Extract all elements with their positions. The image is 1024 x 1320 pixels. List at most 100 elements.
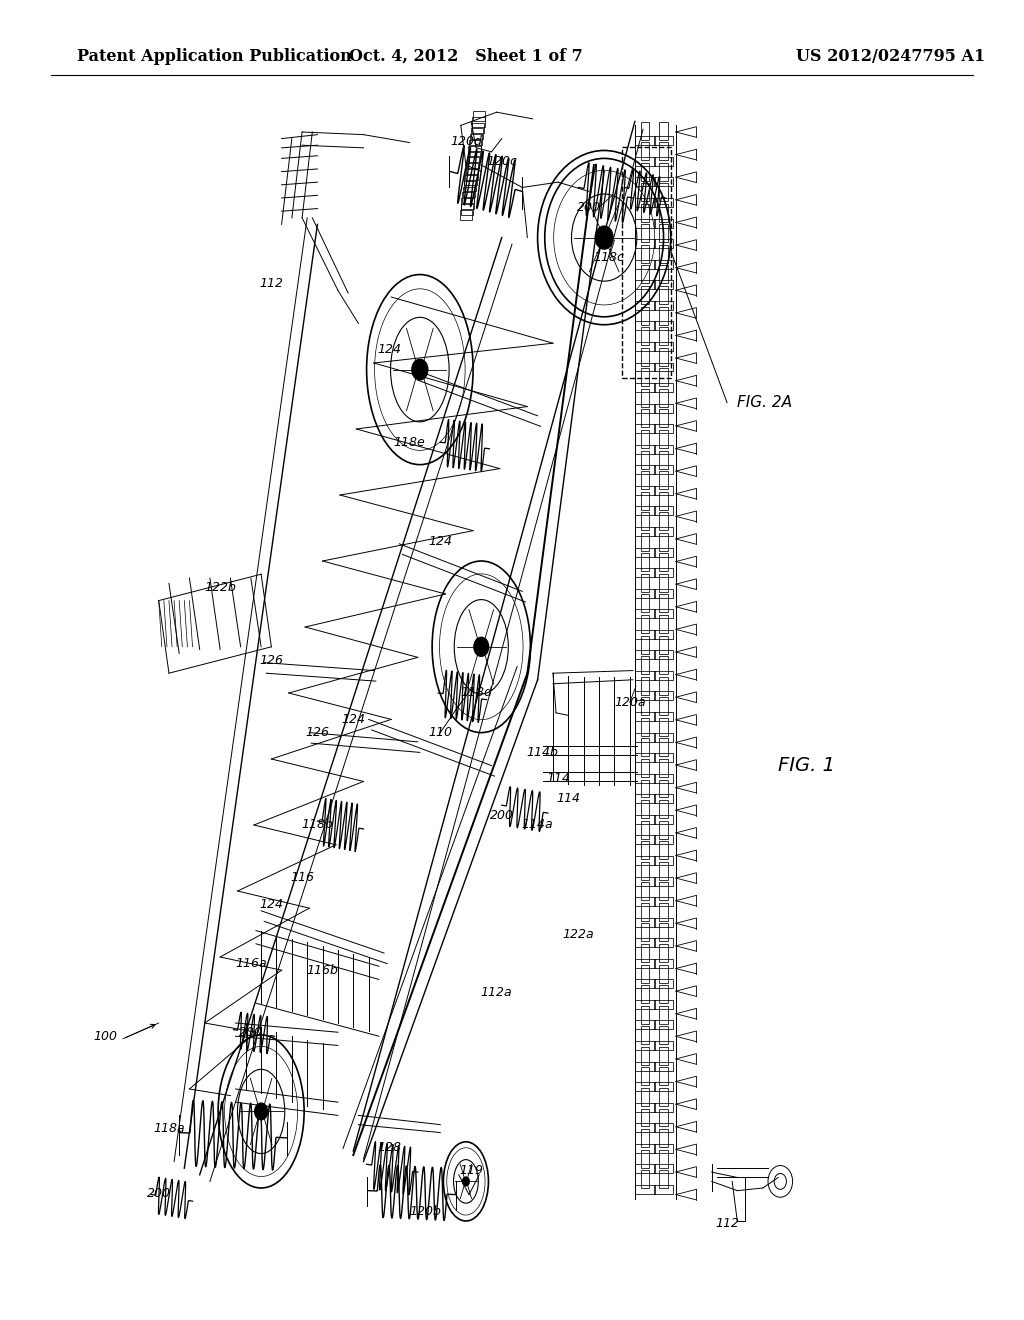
Text: 118b: 118b	[301, 818, 334, 832]
Bar	[654, 876, 674, 886]
Text: 126: 126	[305, 726, 330, 739]
Bar	[654, 219, 674, 227]
Bar	[641, 553, 649, 572]
Bar	[659, 882, 668, 900]
Bar	[659, 224, 668, 243]
Bar	[641, 450, 649, 469]
Bar	[641, 615, 649, 634]
Bar	[635, 280, 655, 289]
Bar	[641, 306, 649, 325]
Bar	[641, 841, 649, 859]
Text: 110: 110	[428, 726, 453, 739]
Bar	[635, 1001, 655, 1008]
Bar	[659, 389, 668, 407]
Text: 116: 116	[290, 871, 314, 884]
Bar	[659, 615, 668, 634]
Bar	[635, 527, 655, 536]
Text: 124: 124	[259, 898, 284, 911]
Bar	[641, 944, 649, 962]
Bar	[654, 136, 674, 145]
Bar	[468, 145, 480, 156]
Text: 118e: 118e	[393, 436, 426, 449]
Bar	[635, 774, 655, 783]
Bar	[654, 383, 674, 392]
Bar	[659, 533, 668, 550]
Bar	[641, 718, 649, 735]
Bar	[654, 979, 674, 989]
Bar	[659, 1109, 668, 1126]
Bar	[635, 507, 655, 515]
Bar	[635, 548, 655, 557]
Bar	[473, 111, 485, 121]
Bar	[641, 224, 649, 243]
Bar	[659, 286, 668, 304]
Bar	[635, 177, 655, 186]
Bar	[635, 157, 655, 166]
Bar	[635, 795, 655, 804]
Text: 126: 126	[259, 653, 284, 667]
Bar	[659, 1150, 668, 1168]
Bar	[659, 574, 668, 591]
Bar	[635, 917, 655, 927]
Bar	[659, 636, 668, 653]
Bar	[641, 1026, 649, 1044]
Bar	[635, 239, 655, 248]
Bar	[641, 368, 649, 387]
Bar	[641, 985, 649, 1003]
Bar	[641, 965, 649, 982]
Bar	[461, 205, 473, 215]
Bar	[466, 164, 478, 174]
Bar	[659, 924, 668, 941]
Bar	[654, 280, 674, 289]
Bar	[641, 903, 649, 921]
Bar	[659, 780, 668, 797]
Bar	[641, 512, 649, 531]
Bar	[659, 430, 668, 447]
Text: 114a: 114a	[522, 818, 553, 832]
Bar	[635, 855, 655, 865]
Bar	[654, 1082, 674, 1092]
Bar	[635, 568, 655, 577]
Bar	[641, 800, 649, 818]
Text: 118c: 118c	[594, 251, 625, 264]
Bar	[654, 424, 674, 433]
Bar	[654, 589, 674, 598]
Bar	[654, 260, 674, 269]
Bar	[654, 958, 674, 968]
Bar	[470, 135, 482, 145]
Bar	[635, 754, 655, 762]
Bar	[641, 162, 649, 181]
Bar	[654, 1020, 674, 1030]
Bar	[622, 147, 671, 378]
Text: 122a: 122a	[563, 928, 594, 941]
Bar	[654, 711, 674, 721]
Bar	[654, 1102, 674, 1111]
Bar	[659, 491, 668, 510]
Text: 118a: 118a	[154, 1122, 184, 1135]
Bar	[654, 1001, 674, 1008]
Bar	[635, 1061, 655, 1071]
Bar	[654, 610, 674, 618]
Text: 124: 124	[428, 535, 453, 548]
Bar	[641, 677, 649, 694]
Bar	[654, 855, 674, 865]
Bar	[654, 342, 674, 351]
Bar	[659, 143, 668, 160]
Bar	[641, 491, 649, 510]
Bar	[641, 1068, 649, 1085]
Bar	[641, 1006, 649, 1024]
Bar	[654, 898, 674, 906]
Bar	[635, 383, 655, 392]
Bar	[654, 917, 674, 927]
Text: 112: 112	[715, 1217, 739, 1230]
Bar	[654, 1041, 674, 1049]
Bar	[659, 1068, 668, 1085]
Bar	[654, 527, 674, 536]
Bar	[635, 342, 655, 351]
Bar	[641, 1109, 649, 1126]
Text: 128: 128	[377, 1140, 401, 1154]
Bar	[641, 143, 649, 160]
Text: 124: 124	[377, 343, 401, 356]
Bar	[654, 795, 674, 804]
Bar	[659, 718, 668, 735]
